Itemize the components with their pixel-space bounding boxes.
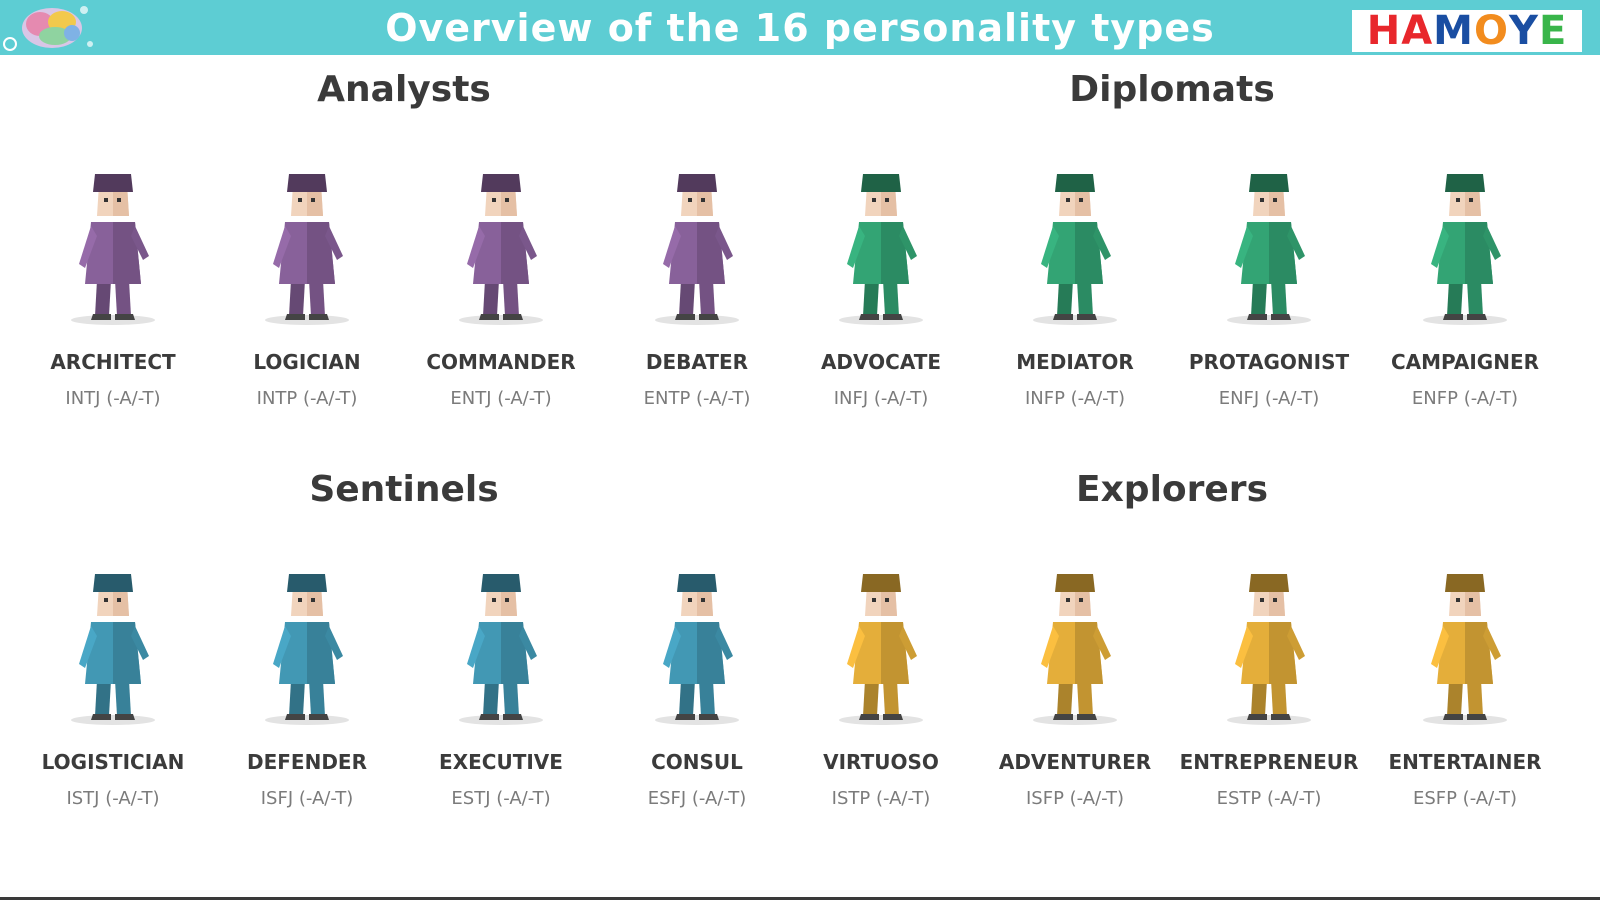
type-code: ISFJ (-A/-T): [260, 788, 354, 809]
type-code: ENFP (-A/-T): [1411, 388, 1519, 409]
type-name: LOGISTICIAN: [41, 750, 185, 774]
logo-letter: Y: [1508, 8, 1539, 54]
architect-figure-icon: [71, 174, 155, 325]
type-name: MEDIATOR: [1016, 350, 1134, 374]
type-name: ADVENTURER: [998, 750, 1152, 774]
type-name: COMMANDER: [426, 350, 576, 374]
type-name: ENTERTAINER: [1388, 750, 1542, 774]
type-name: ADVOCATE: [820, 350, 942, 374]
group-title-diplomats: Diplomats: [1069, 69, 1275, 110]
type-name: DEFENDER: [247, 750, 367, 774]
logo-letter: M: [1433, 8, 1474, 54]
logician-figure-icon: [265, 174, 349, 325]
type-code: ESTJ (-A/-T): [451, 788, 551, 809]
type-code: ENTP (-A/-T): [643, 388, 751, 409]
advocate-figure-icon: [839, 174, 923, 325]
defender-figure-icon: [265, 574, 349, 725]
logo-letter: A: [1401, 8, 1434, 54]
debater-figure-icon: [655, 174, 739, 325]
type-code: INTP (-A/-T): [256, 388, 358, 409]
group-title-analysts: Analysts: [317, 69, 491, 110]
group-title-explorers: Explorers: [1075, 469, 1268, 510]
type-code: ESFP (-A/-T): [1412, 788, 1518, 809]
type-code: INFJ (-A/-T): [833, 388, 929, 409]
protagonist-figure-icon: [1227, 174, 1311, 325]
type-name: ENTREPRENEUR: [1179, 750, 1359, 774]
type-code: INFP (-A/-T): [1024, 388, 1126, 409]
type-name: CAMPAIGNER: [1390, 350, 1540, 374]
type-name: DEBATER: [645, 350, 749, 374]
consul-figure-icon: [655, 574, 739, 725]
type-code: ENTJ (-A/-T): [450, 388, 552, 409]
commander-figure-icon: [459, 174, 543, 325]
type-name: ARCHITECT: [50, 350, 176, 374]
entertainer-figure-icon: [1423, 574, 1507, 725]
virtuoso-figure-icon: [839, 574, 923, 725]
mediator-figure-icon: [1033, 174, 1117, 325]
type-name: EXECUTIVE: [439, 750, 563, 774]
type-code: ESTP (-A/-T): [1216, 788, 1322, 809]
type-code: INTJ (-A/-T): [65, 388, 161, 409]
type-code: ENFJ (-A/-T): [1218, 388, 1320, 409]
campaigner-figure-icon: [1423, 174, 1507, 325]
logistician-figure-icon: [71, 574, 155, 725]
adventurer-figure-icon: [1033, 574, 1117, 725]
page-title: Overview of the 16 personality types: [385, 6, 1215, 50]
type-name: PROTAGONIST: [1188, 350, 1350, 374]
logo-letter: O: [1473, 8, 1509, 54]
type-name: CONSUL: [651, 750, 743, 774]
entrepreneur-figure-icon: [1227, 574, 1311, 725]
logo-letter: H: [1366, 8, 1402, 54]
executive-figure-icon: [459, 574, 543, 725]
bottom-divider: [0, 897, 1600, 900]
group-title-sentinels: Sentinels: [309, 469, 499, 510]
logo-letter: E: [1538, 8, 1568, 54]
type-name: VIRTUOSO: [823, 750, 939, 774]
type-code: ISFP (-A/-T): [1025, 788, 1125, 809]
type-code: ISTP (-A/-T): [831, 788, 931, 809]
type-code: ESFJ (-A/-T): [647, 788, 747, 809]
brain-icon: [3, 6, 93, 51]
type-code: ISTJ (-A/-T): [66, 788, 160, 809]
type-name: LOGICIAN: [253, 350, 361, 374]
